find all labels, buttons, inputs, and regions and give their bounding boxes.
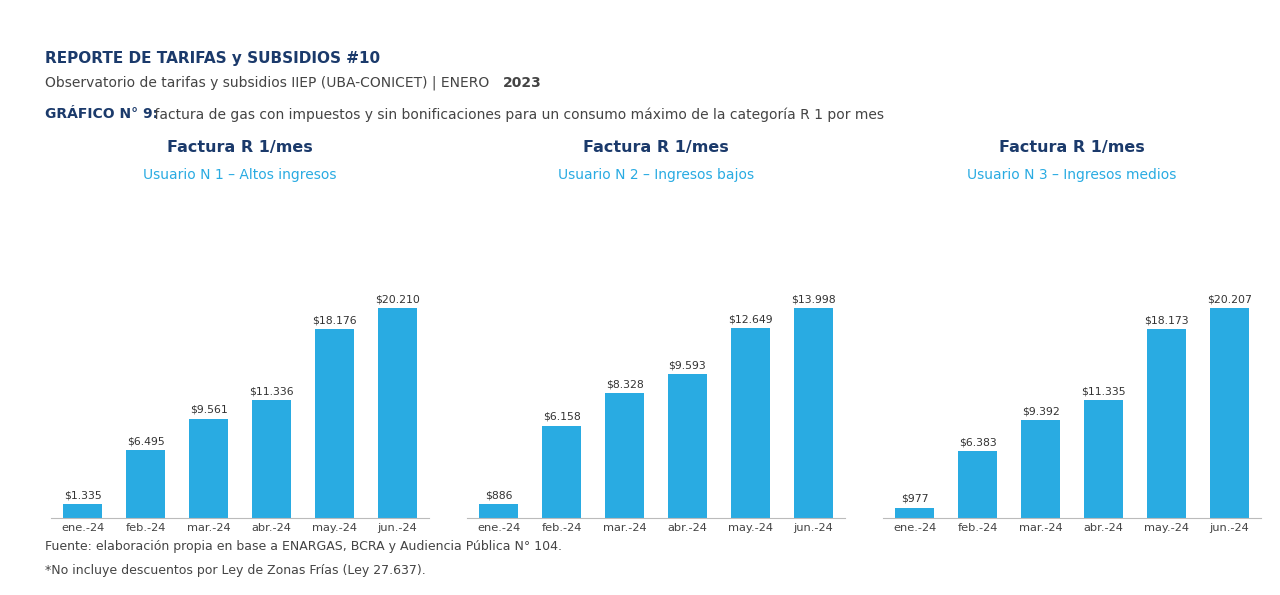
Bar xyxy=(1084,400,1123,518)
Bar xyxy=(668,374,707,518)
Bar xyxy=(543,425,581,518)
Text: $12.649: $12.649 xyxy=(728,315,773,325)
Text: Factura R 1/mes: Factura R 1/mes xyxy=(1000,140,1144,155)
Bar xyxy=(959,452,997,518)
Text: Fuente: elaboración propia en base a ENARGAS, BCRA y Audiencia Pública N° 104.: Fuente: elaboración propia en base a ENA… xyxy=(45,540,562,553)
Bar xyxy=(1210,308,1249,518)
Text: factura de gas con impuestos y sin bonificaciones para un consumo máximo de la c: factura de gas con impuestos y sin bonif… xyxy=(150,107,883,121)
Text: $9.561: $9.561 xyxy=(189,405,228,415)
Text: *No incluye descuentos por Ley de Zonas Frías (Ley 27.637).: *No incluye descuentos por Ley de Zonas … xyxy=(45,564,425,577)
Text: $11.336: $11.336 xyxy=(250,386,294,396)
Text: $18.173: $18.173 xyxy=(1144,315,1189,325)
Bar xyxy=(252,400,291,518)
Text: $9.593: $9.593 xyxy=(668,361,707,370)
Text: $6.495: $6.495 xyxy=(127,437,164,447)
Bar xyxy=(315,329,353,518)
Text: Usuario N 3 – Ingresos medios: Usuario N 3 – Ingresos medios xyxy=(968,168,1176,182)
Text: $9.392: $9.392 xyxy=(1021,406,1060,416)
Bar xyxy=(1021,420,1060,518)
Bar xyxy=(479,505,518,518)
Text: $13.998: $13.998 xyxy=(791,295,836,305)
Text: REPORTE DE TARIFAS y SUBSIDIOS #10: REPORTE DE TARIFAS y SUBSIDIOS #10 xyxy=(45,51,380,65)
Text: $8.328: $8.328 xyxy=(605,379,644,389)
Text: $6.383: $6.383 xyxy=(959,438,996,447)
Bar xyxy=(189,418,228,518)
Text: $11.335: $11.335 xyxy=(1082,386,1126,396)
Text: $977: $977 xyxy=(901,494,928,504)
Text: Factura R 1/mes: Factura R 1/mes xyxy=(584,140,728,155)
Text: 2023: 2023 xyxy=(503,76,541,90)
Bar xyxy=(1147,329,1185,518)
Bar xyxy=(605,393,644,518)
Bar xyxy=(127,450,165,518)
Bar xyxy=(794,308,833,518)
Text: $1.335: $1.335 xyxy=(64,490,101,500)
Text: Usuario N 2 – Ingresos bajos: Usuario N 2 – Ingresos bajos xyxy=(558,168,754,182)
Text: Factura R 1/mes: Factura R 1/mes xyxy=(168,140,312,155)
Text: Usuario N 1 – Altos ingresos: Usuario N 1 – Altos ingresos xyxy=(143,168,337,182)
Bar xyxy=(731,328,769,518)
Text: $6.158: $6.158 xyxy=(543,412,580,422)
Text: Observatorio de tarifas y subsidios IIEP (UBA-CONICET) | ENERO: Observatorio de tarifas y subsidios IIEP… xyxy=(45,76,498,90)
Bar xyxy=(895,508,934,518)
Bar xyxy=(378,308,417,518)
Text: $20.207: $20.207 xyxy=(1207,295,1252,305)
Text: $18.176: $18.176 xyxy=(312,315,357,325)
Text: $886: $886 xyxy=(485,491,512,500)
Text: $20.210: $20.210 xyxy=(375,295,420,305)
Bar xyxy=(63,504,102,518)
Text: GRÁFICO N° 9:: GRÁFICO N° 9: xyxy=(45,107,157,121)
